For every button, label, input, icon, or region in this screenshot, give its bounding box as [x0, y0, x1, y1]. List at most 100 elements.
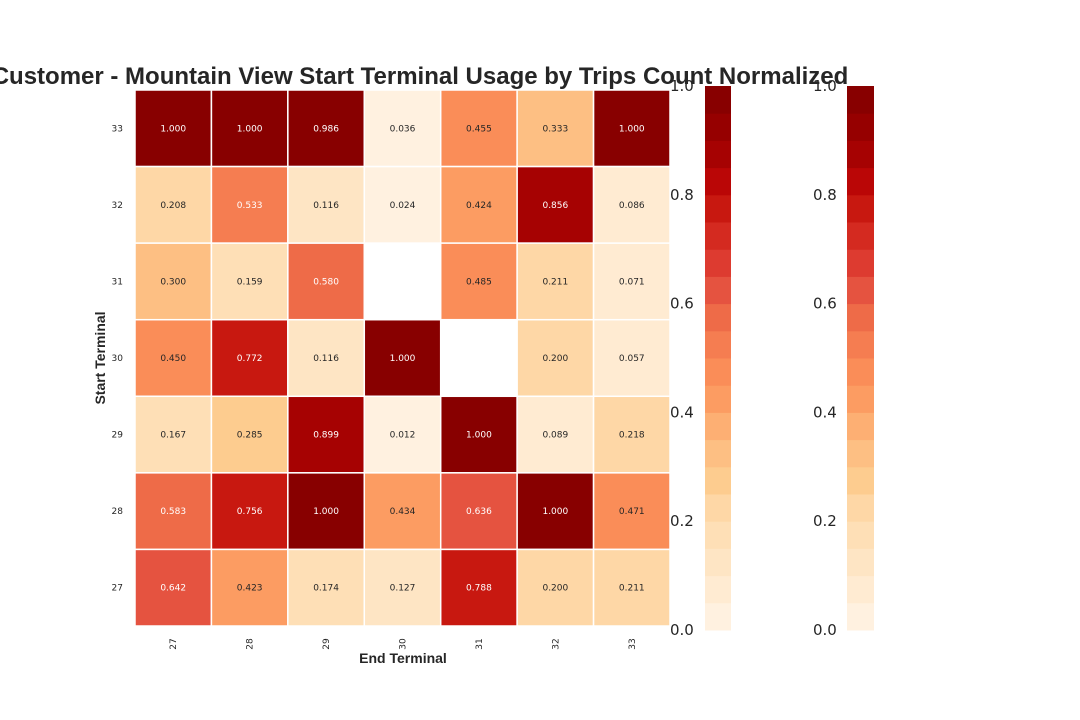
heatmap-cell [516, 242, 595, 321]
cell-value-label: 0.580 [313, 277, 339, 287]
colorbar-segment [847, 412, 874, 441]
colorbar-segment [705, 330, 731, 359]
colorbar-segment [705, 385, 731, 413]
colorbar-segment [705, 602, 731, 631]
colorbars: 0.0 0.2 0.4 0.6 0.8 1.0 0.0 0.2 0.4 0.6 0.8 1.0 [670, 77, 874, 639]
colorbar-segment [847, 276, 874, 305]
cell-value-label: 0.788 [466, 584, 492, 594]
cell-value-label: 0.116 [313, 201, 339, 211]
x-tick-label: 30 [399, 638, 409, 650]
heatmap-cell [134, 472, 213, 551]
cell-value-label: 0.218 [619, 431, 645, 441]
colorbar-segment [847, 385, 874, 413]
y-tick-label: 31 [112, 277, 123, 287]
cell-value-label: 0.636 [466, 507, 492, 517]
heatmap-cell [210, 318, 289, 398]
colorbar-segment [705, 412, 731, 441]
colorbar-tick-label: 0.2 [670, 512, 694, 530]
x-tick-label: 33 [628, 638, 638, 649]
cell-value-label: 0.012 [390, 431, 416, 441]
cell-value-label: 0.159 [237, 277, 263, 287]
colorbar-segment [847, 303, 874, 332]
cell-value-label: 0.285 [237, 431, 263, 441]
colorbar-segment [847, 575, 874, 604]
cell-value-label: 0.086 [619, 201, 645, 211]
x-tick-label: 27 [169, 638, 179, 649]
colorbar-segment [847, 466, 874, 495]
colorbar-tick-label: 0.6 [670, 295, 694, 313]
heatmap-cell [439, 548, 518, 627]
colorbar-segment [847, 86, 874, 114]
cell-value-label: 0.423 [237, 584, 263, 594]
cell-value-label: 0.450 [160, 354, 186, 364]
y-tick-labels: 33 32 31 30 29 28 27 [112, 124, 124, 593]
heatmap-cell [134, 548, 213, 627]
cell-value-label: 0.471 [619, 507, 645, 517]
y-tick-label: 33 [112, 124, 123, 134]
chart-title: Customer - Mountain View Start Terminal … [0, 63, 848, 90]
y-tick-label: 27 [112, 584, 123, 594]
colorbar-segment [705, 303, 731, 332]
heatmap-cell [134, 165, 213, 244]
cell-value-label: 0.642 [160, 584, 186, 594]
colorbar-segment [847, 548, 874, 577]
heatmap-cell-labels: 1.000 1.000 0.986 0.036 0.455 0.333 1.000 0.208… [160, 124, 645, 593]
cell-value-label: 0.057 [619, 354, 645, 364]
cell-value-label: 1.000 [313, 507, 339, 517]
cell-value-label: 1.000 [619, 124, 645, 134]
colorbar-segment [705, 439, 731, 468]
heatmap-cell [439, 165, 518, 244]
colorbar-tick-label: 1.0 [813, 77, 837, 95]
heatmap-cell [516, 318, 595, 398]
heatmap-cell [439, 318, 518, 398]
cell-value-label: 0.116 [313, 354, 339, 364]
colorbar-segment [705, 521, 731, 549]
cell-value-label: 0.200 [542, 354, 568, 364]
x-tick-label: 31 [475, 638, 485, 649]
cell-value-label: 1.000 [160, 124, 186, 134]
colorbar-segment [847, 439, 874, 468]
colorbar: 0.0 0.2 0.4 0.6 0.8 1.0 [813, 77, 874, 639]
heatmap-cell [592, 318, 671, 398]
cell-value-label: 0.211 [619, 584, 645, 594]
x-tick-label: 29 [322, 638, 332, 650]
heatmap-cell [134, 318, 213, 398]
colorbar-tick-label: 0.4 [813, 403, 837, 421]
heatmap-cell [210, 472, 289, 551]
cell-value-label: 0.036 [390, 124, 416, 134]
colorbar-segment [705, 358, 731, 386]
cell-value-label: 0.089 [542, 431, 568, 441]
heatmap-cell [134, 395, 213, 474]
heatmap-cell [134, 89, 213, 168]
colorbar-segment [705, 113, 731, 141]
cell-value-label: 0.200 [542, 584, 568, 594]
colorbar-segment [847, 140, 874, 169]
heatmap-cell [287, 548, 366, 627]
colorbar-tick-label: 0.8 [670, 186, 694, 204]
colorbar-segment [847, 249, 874, 277]
cell-value-label: 1.000 [390, 354, 416, 364]
cell-value-label: 0.485 [466, 277, 492, 287]
heatmap-cell [592, 165, 671, 244]
y-tick-label: 28 [112, 507, 124, 517]
colorbar-tick-label: 0.0 [813, 621, 837, 639]
cell-value-label: 1.000 [237, 124, 263, 134]
cell-value-label: 0.424 [466, 201, 492, 211]
x-tick-label: 28 [246, 638, 256, 650]
cell-value-label: 1.000 [542, 507, 568, 517]
cell-value-label: 0.208 [160, 201, 186, 211]
colorbar-segment [705, 140, 731, 169]
heatmap-cell [439, 242, 518, 321]
y-tick-label: 30 [112, 354, 124, 364]
colorbar-segment [705, 276, 731, 305]
x-tick-label: 32 [551, 638, 561, 649]
colorbar-segment [705, 167, 731, 196]
colorbar-segment [705, 575, 731, 604]
heatmap-cell [363, 548, 442, 627]
colorbar-segment [705, 548, 731, 577]
cell-value-label: 0.455 [466, 124, 492, 134]
y-tick-label: 32 [112, 201, 123, 211]
colorbar-segment [705, 466, 731, 495]
y-axis-label: Start Terminal [92, 311, 108, 404]
